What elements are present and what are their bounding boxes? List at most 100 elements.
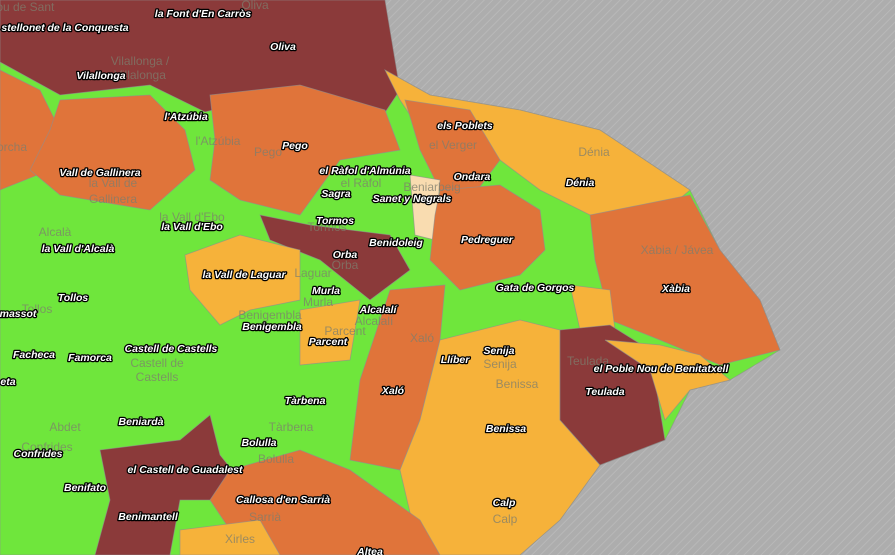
municipality-label: stellonet de la Conquesta bbox=[1, 22, 128, 34]
basemap-label: l'Atzúbia bbox=[196, 134, 241, 148]
basemap-label: Vilallonga / bbox=[111, 54, 170, 68]
region bbox=[209, 449, 441, 555]
municipality-label: Altea bbox=[356, 546, 383, 555]
basemap-label: nou de Sant bbox=[0, 0, 55, 14]
basemap-label: Murla bbox=[303, 295, 333, 309]
municipality-label: Senija bbox=[484, 345, 515, 357]
municipality-label: Benifato bbox=[64, 482, 107, 494]
region bbox=[299, 299, 361, 366]
basemap-label: Sarrià bbox=[249, 510, 281, 524]
basemap-label: Teulada bbox=[567, 354, 609, 368]
municipality-label: Famorca bbox=[68, 352, 112, 364]
regions bbox=[0, 0, 781, 555]
municipality-label: Benigembla bbox=[242, 321, 302, 333]
basemap-label: Xirles bbox=[225, 532, 255, 546]
municipality-label: Confrides bbox=[13, 448, 62, 460]
region bbox=[399, 319, 601, 555]
municipality-label: Parcent bbox=[309, 336, 348, 348]
basemap-label: la Vall de bbox=[89, 176, 138, 190]
municipality-label: Beniardà bbox=[119, 416, 164, 428]
region bbox=[429, 184, 546, 291]
municipality-label: Castell de Castells bbox=[125, 343, 218, 355]
municipality-label: Tàrbena bbox=[285, 395, 326, 407]
municipality-label: Benissa bbox=[486, 423, 526, 435]
basemap-label: orcha bbox=[0, 140, 27, 154]
basemap-label: Bolulla bbox=[258, 452, 294, 466]
municipality-label: Oliva bbox=[270, 41, 296, 53]
basemap-label: Abdet bbox=[49, 420, 81, 434]
municipality-label: Gata de Gorgos bbox=[496, 282, 575, 294]
municipality-label: la Font d'En Carròs bbox=[155, 8, 252, 20]
municipality-label: la Vall de Laguar bbox=[202, 269, 286, 281]
municipality-label: massot bbox=[0, 308, 37, 320]
basemap-label: Calp bbox=[493, 512, 518, 526]
basemap-label: Tàrbena bbox=[269, 420, 314, 434]
municipality-label: Pego bbox=[282, 140, 308, 152]
municipality-label: Vall de Gallinera bbox=[59, 167, 140, 179]
region bbox=[259, 214, 411, 301]
municipality-label: Benimantell bbox=[118, 511, 179, 523]
basemap-label: Orba bbox=[332, 258, 359, 272]
basemap-label: Gallinera bbox=[89, 192, 137, 206]
municipality-label: Tollos bbox=[58, 292, 89, 304]
municipality-label: Callosa d'en Sarrià bbox=[236, 494, 330, 506]
municipality-label: la Vall d'Ebo bbox=[161, 221, 223, 233]
municipality-label: Orba bbox=[333, 249, 358, 261]
municipality-label: Bolulla bbox=[241, 437, 276, 449]
region bbox=[184, 234, 301, 326]
municipality-label: Facheca bbox=[13, 349, 55, 361]
basemap-label: Alcalà bbox=[39, 225, 72, 239]
basemap-label: Tollos bbox=[22, 302, 53, 316]
municipality-label: Teulada bbox=[585, 386, 624, 398]
municipality-label: Calp bbox=[493, 497, 516, 509]
basemap-label: el Ràfol bbox=[341, 176, 382, 190]
municipality-label: Sanet y Negrals bbox=[373, 193, 452, 205]
basemap-label: Castell de bbox=[130, 356, 184, 370]
municipality-labels: la Font d'En Carròs Oliva stellonet de la … bbox=[0, 6, 731, 555]
basemap-label: Benissa bbox=[496, 377, 539, 391]
basemap-label: Senija bbox=[483, 357, 517, 371]
region bbox=[29, 94, 196, 211]
basemap-label: Confrides bbox=[21, 440, 72, 454]
basemap-label: Xaló bbox=[410, 331, 434, 345]
basemap-label: Alcalalí bbox=[355, 314, 394, 328]
municipality-label: eta bbox=[0, 376, 15, 388]
municipality-label: Vilallonga bbox=[76, 70, 125, 82]
basemap-label: Dénia bbox=[578, 145, 610, 159]
municipality-label: Murla bbox=[312, 285, 340, 297]
municipality-label: Alcalalí bbox=[359, 304, 399, 316]
basemap-label: Castells bbox=[136, 370, 179, 384]
municipality-label: el Ràfol d'Almúnia bbox=[319, 165, 410, 177]
municipality-label: Llíber bbox=[441, 354, 471, 366]
region bbox=[604, 339, 731, 421]
municipality-label: Sagra bbox=[321, 188, 350, 200]
basemap-labels: nou de Sant Oliva Vilallonga /Villalonga or… bbox=[0, 0, 714, 546]
municipality-label: Xàbia bbox=[661, 283, 690, 295]
municipality-label: els Poblets bbox=[437, 120, 493, 132]
municipality-label: la Vall d'Alcalà bbox=[42, 243, 115, 255]
basemap-label: Tormos bbox=[307, 220, 346, 234]
municipality-label: Xaló bbox=[381, 385, 405, 397]
basemap-label: Oliva bbox=[241, 0, 269, 12]
municipality-label: Pedreguer bbox=[461, 234, 514, 246]
basemap-label: Pego bbox=[254, 145, 282, 159]
municipality-label: el Castell de Guadalest bbox=[128, 464, 243, 476]
region bbox=[209, 84, 401, 216]
basemap-label: el Verger bbox=[429, 138, 477, 152]
municipality-label: Benidoleig bbox=[369, 237, 423, 249]
region bbox=[179, 519, 281, 555]
municipality-label: l'Atzúbia bbox=[164, 111, 207, 123]
basemap-label: Benigembla bbox=[238, 308, 302, 322]
basemap-label: Laguar bbox=[294, 266, 331, 280]
municipality-label: Dénia bbox=[566, 177, 595, 189]
municipality-label: Ondara bbox=[454, 171, 491, 183]
basemap-label: Villalonga bbox=[114, 68, 166, 82]
basemap-label: Beniarbeig bbox=[403, 180, 460, 194]
municipality-label: Tormos bbox=[316, 215, 354, 227]
municipality-label: el Poble Nou de Benitatxell bbox=[594, 363, 730, 375]
basemap-label: Parcent bbox=[324, 324, 366, 338]
basemap-label: la Vall d'Ebo bbox=[159, 210, 225, 224]
basemap-label: Xàbia / Jávea bbox=[641, 243, 714, 257]
